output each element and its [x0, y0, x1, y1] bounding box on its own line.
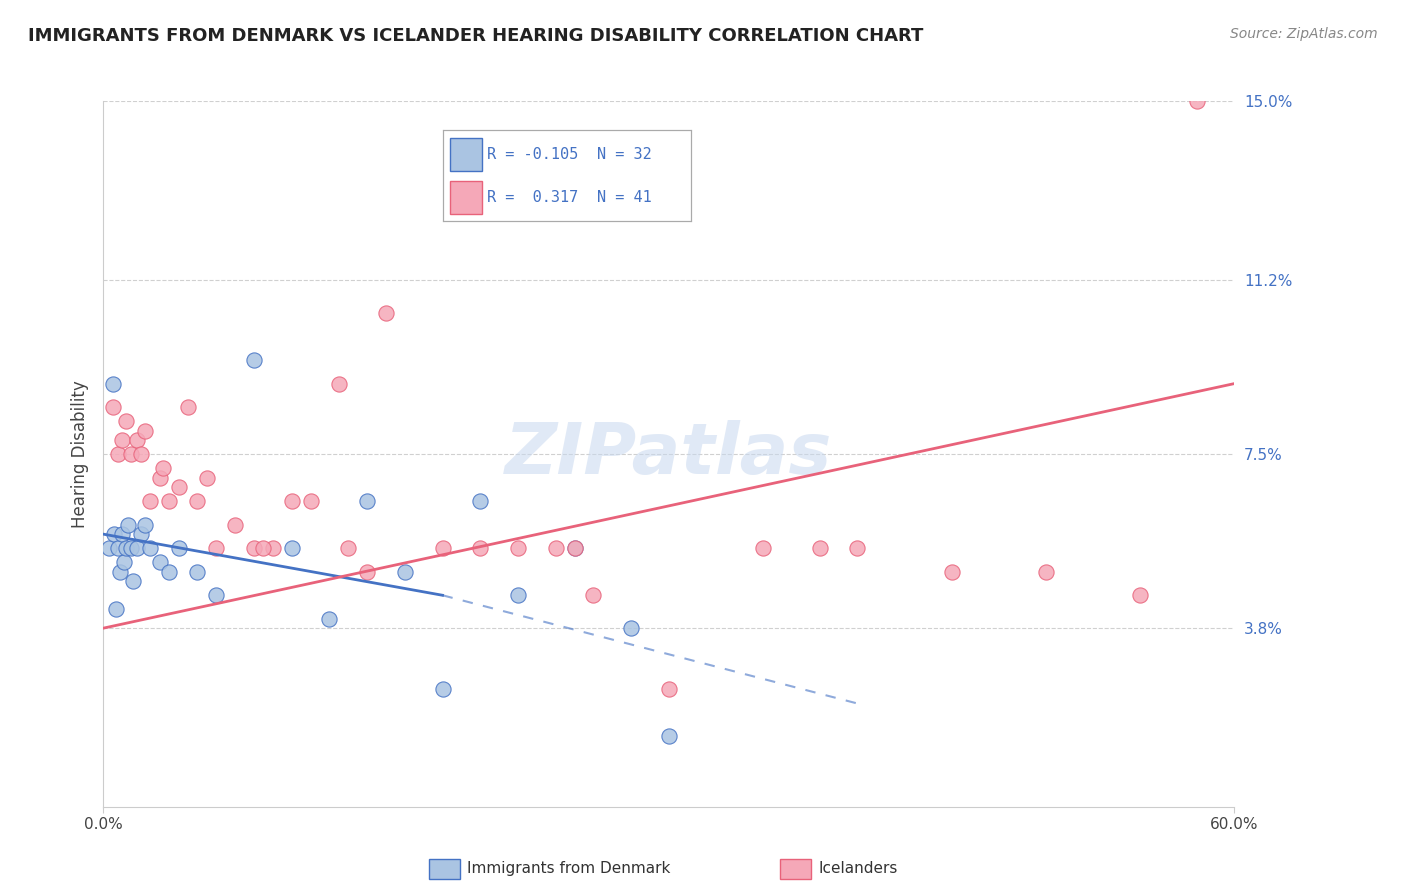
Text: Icelanders: Icelanders [818, 862, 897, 876]
Point [280, 494, 302, 508]
Point [375, 306, 398, 320]
Point [101, 400, 124, 414]
Point [506, 588, 529, 602]
Point [280, 541, 302, 556]
Point [432, 541, 454, 556]
Point [114, 541, 136, 556]
Point [186, 494, 208, 508]
Point [134, 424, 156, 438]
Point [620, 621, 643, 635]
Point [394, 565, 416, 579]
Point [941, 565, 963, 579]
Point [103, 527, 125, 541]
Point [205, 588, 228, 602]
Y-axis label: Hearing Disability: Hearing Disability [72, 380, 89, 528]
Point [108, 565, 131, 579]
Point [356, 565, 378, 579]
Point [808, 541, 831, 556]
Point [134, 517, 156, 532]
Point [129, 527, 152, 541]
Point [195, 470, 218, 484]
Text: ZIPatlas: ZIPatlas [505, 419, 832, 489]
Point [224, 517, 246, 532]
Point [470, 494, 492, 508]
Point [1129, 588, 1152, 602]
Point [111, 433, 134, 447]
Point [114, 414, 136, 428]
Point [152, 461, 174, 475]
Point [157, 565, 180, 579]
Point [470, 541, 492, 556]
Point [243, 353, 266, 368]
Point [658, 682, 681, 697]
Point [582, 588, 605, 602]
Point [111, 527, 134, 541]
Point [432, 682, 454, 697]
Point [139, 541, 162, 556]
Point [658, 730, 681, 744]
Point [101, 376, 124, 391]
Point [129, 447, 152, 461]
Point [356, 494, 378, 508]
Point [262, 541, 284, 556]
Point [125, 433, 148, 447]
Point [318, 612, 340, 626]
Point [328, 376, 350, 391]
Point [167, 541, 190, 556]
Point [564, 541, 586, 556]
Point [149, 470, 172, 484]
Point [105, 602, 128, 616]
Point [337, 541, 360, 556]
Point [1035, 565, 1057, 579]
Point [186, 565, 208, 579]
Point [205, 541, 228, 556]
Point [97, 541, 120, 556]
Point [107, 541, 129, 556]
Point [125, 541, 148, 556]
Point [112, 555, 135, 569]
Point [243, 541, 266, 556]
Point [117, 517, 139, 532]
Point [139, 494, 162, 508]
Point [544, 541, 567, 556]
Point [299, 494, 322, 508]
Text: Immigrants from Denmark: Immigrants from Denmark [467, 862, 671, 876]
Point [167, 480, 190, 494]
Point [1185, 95, 1208, 109]
Point [177, 400, 200, 414]
Point [506, 541, 529, 556]
Text: Source: ZipAtlas.com: Source: ZipAtlas.com [1230, 27, 1378, 41]
Text: IMMIGRANTS FROM DENMARK VS ICELANDER HEARING DISABILITY CORRELATION CHART: IMMIGRANTS FROM DENMARK VS ICELANDER HEA… [28, 27, 924, 45]
Point [157, 494, 180, 508]
Point [120, 447, 142, 461]
Point [564, 541, 586, 556]
Point [252, 541, 274, 556]
Point [149, 555, 172, 569]
Point [122, 574, 145, 589]
Point [846, 541, 869, 556]
Point [107, 447, 129, 461]
Point [752, 541, 775, 556]
Point [120, 541, 142, 556]
